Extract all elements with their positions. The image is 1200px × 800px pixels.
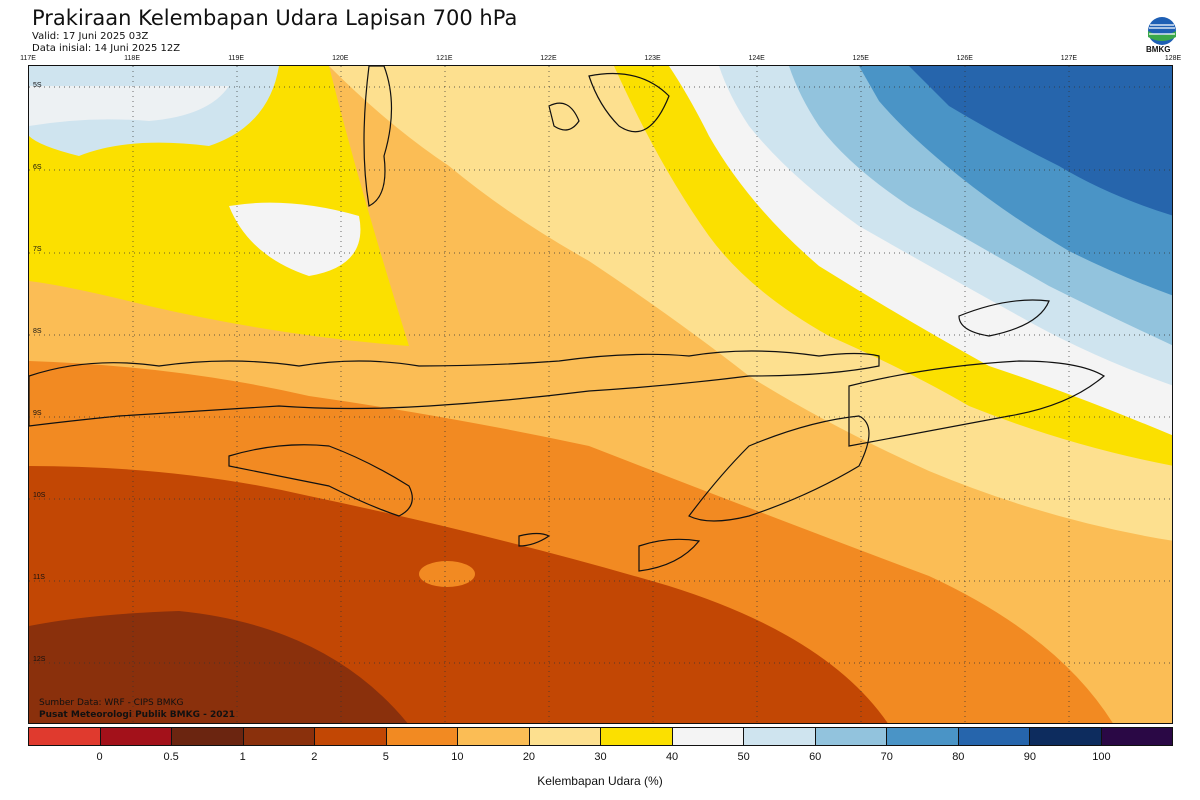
latitude-label: 10S	[33, 492, 46, 499]
map-title: Prakiraan Kelembapan Udara Lapisan 700 h…	[32, 6, 518, 30]
latitude-label: 6S	[33, 164, 42, 171]
colorbar-swatch	[672, 728, 744, 745]
colorbar-swatch	[29, 728, 101, 745]
source-text: Sumber Data: WRF - CIPS BMKG	[39, 698, 184, 708]
colorbar-tick: 70	[880, 751, 893, 763]
humidity-map: 5S 6S 7S 8S 9S 10S 11S 12S Sumber Data: WRF - C…	[28, 65, 1173, 724]
colorbar-tick: 30	[594, 751, 607, 763]
colorbar-tick: 80	[952, 751, 965, 763]
colorbar-tick: 60	[809, 751, 822, 763]
valid-time: Valid: 17 Juni 2025 03Z	[32, 31, 149, 42]
longitude-label: 120E	[332, 55, 349, 62]
colorbar	[28, 727, 1173, 746]
colorbar-tick: 20	[522, 751, 536, 763]
colorbar-tick: 5	[382, 751, 389, 763]
longitude-label: 123E	[644, 55, 661, 62]
colorbar-tick: 2	[311, 751, 318, 763]
colorbar-tick: 90	[1023, 751, 1036, 763]
longitude-label: 119E	[228, 55, 245, 62]
colorbar-tick: 1	[239, 751, 246, 763]
latitude-label: 9S	[33, 410, 42, 417]
longitude-label: 121E	[436, 55, 453, 62]
logo-text: BMKG	[1146, 45, 1171, 54]
bmkg-logo-icon	[1148, 17, 1176, 45]
colorbar-swatch	[601, 728, 673, 745]
longitude-label: 117E	[20, 55, 36, 62]
longitude-label: 127E	[1060, 55, 1078, 62]
graticule	[29, 66, 1172, 723]
latitude-label: 5S	[33, 82, 42, 89]
latitude-label: 8S	[33, 328, 42, 335]
colorbar-swatch	[1030, 728, 1102, 745]
colorbar-swatch	[315, 728, 387, 745]
colorbar-tick: 40	[665, 751, 679, 763]
colorbar-swatch	[958, 728, 1030, 745]
longitude-label: 124E	[748, 55, 765, 62]
humidity-field	[29, 66, 1172, 723]
latitude-label: 11S	[33, 574, 45, 581]
colorbar-swatch	[172, 728, 244, 745]
longitude-label: 126E	[956, 55, 973, 62]
island-outlines	[29, 66, 1106, 572]
longitude-label: 125E	[852, 55, 869, 62]
colorbar-label: Kelembapan Udara (%)	[537, 774, 663, 788]
colorbar-swatch	[386, 728, 458, 745]
latitude-label: 12S	[33, 656, 46, 663]
colorbar-tick: 0.5	[163, 751, 179, 763]
latitude-label: 7S	[33, 246, 42, 253]
init-time: Data inisial: 14 Juni 2025 12Z	[32, 43, 181, 54]
longitude-label: 118E	[124, 55, 140, 62]
colorbar-swatch	[243, 728, 315, 745]
center-text: Pusat Meteorologi Publik BMKG - 2021	[39, 710, 236, 720]
colorbar-tick: 100	[1092, 751, 1111, 763]
colorbar-swatch	[744, 728, 816, 745]
colorbar-swatch	[529, 728, 601, 745]
colorbar-tick: 0	[96, 751, 103, 763]
colorbar-swatch	[458, 728, 530, 745]
colorbar-swatch	[815, 728, 887, 745]
longitude-label: 122E	[540, 55, 557, 62]
colorbar-swatch	[887, 728, 959, 745]
longitude-label: 128E	[1164, 55, 1182, 62]
colorbar-swatch	[1101, 728, 1172, 745]
colorbar-tick: 50	[737, 751, 750, 763]
colorbar-swatch	[100, 728, 172, 745]
colorbar-tick: 10	[451, 751, 464, 763]
